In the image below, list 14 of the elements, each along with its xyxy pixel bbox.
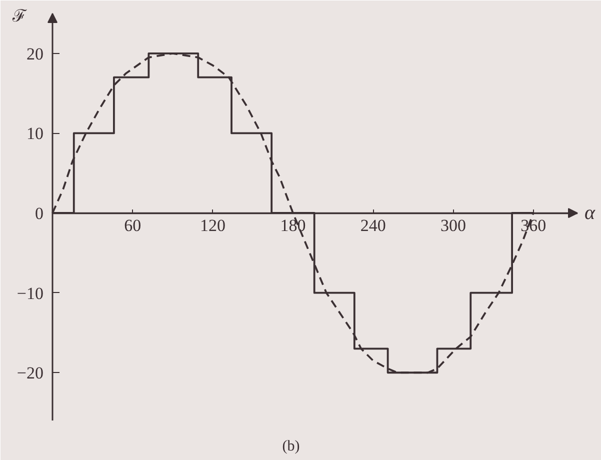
x-tick-label: 60: [124, 216, 142, 236]
x-tick-label: 180: [280, 216, 306, 236]
y-tick-label: 0: [35, 204, 44, 224]
y-tick-label: −10: [16, 284, 44, 303]
x-tick-label: 300: [440, 216, 466, 236]
text: (b): [282, 438, 300, 454]
y-axis-title: ℱ: [12, 6, 28, 26]
x-tick-label: 240: [360, 216, 386, 236]
y-tick-label: −20: [16, 364, 44, 383]
y-tick-label: 20: [26, 44, 44, 64]
y-tick-label: 10: [26, 124, 44, 144]
x-tick-label: 360: [520, 216, 546, 236]
x-tick-label: 120: [200, 216, 226, 236]
x-axis-title: α: [584, 202, 596, 224]
